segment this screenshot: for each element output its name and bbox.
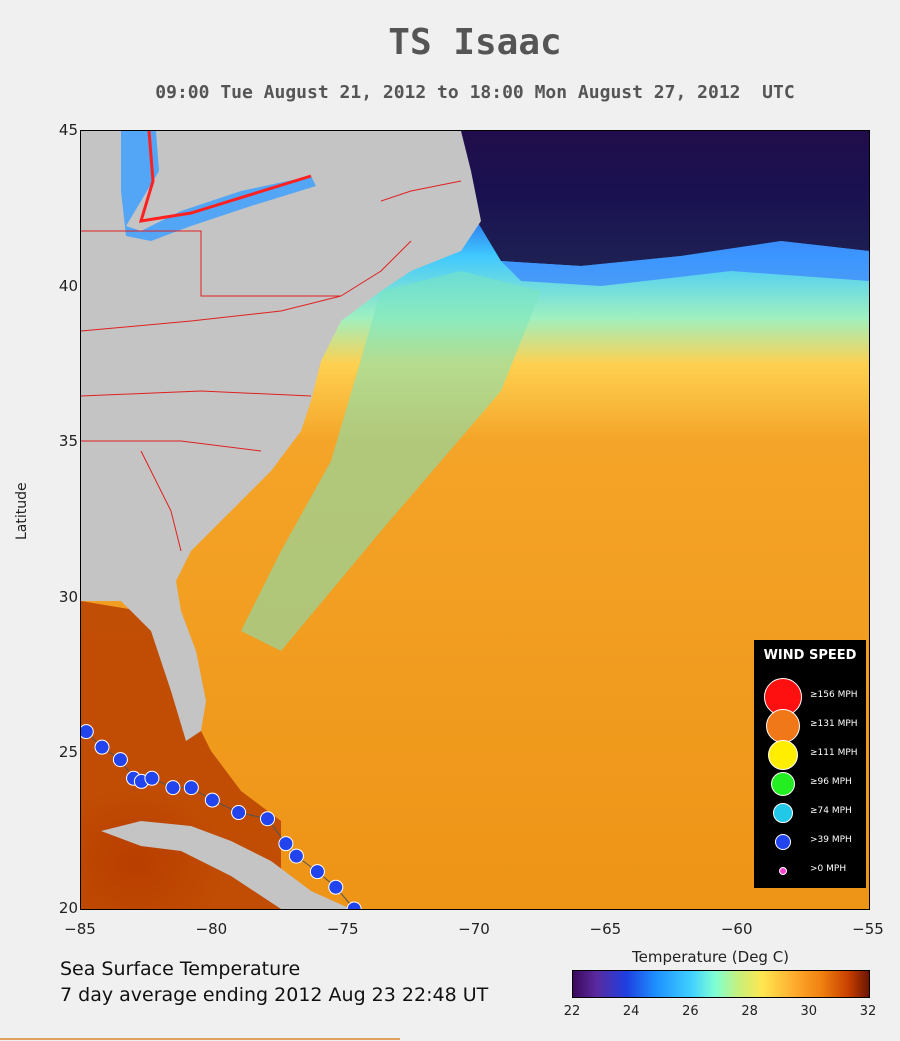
storm-track-point[interactable]	[259, 811, 275, 827]
legend-marker-icon	[773, 803, 793, 823]
x-tick-label: −60	[720, 920, 753, 938]
colorbar-tick-label: 32	[859, 1004, 877, 1019]
legend-item: ≥131 MPH	[754, 709, 866, 743]
legend-marker-icon	[766, 709, 800, 743]
legend-item: >39 MPH	[754, 831, 866, 851]
legend-label: ≥156 MPH	[810, 690, 858, 700]
storm-track-point[interactable]	[144, 770, 160, 786]
wind-speed-legend: WIND SPEED ≥156 MPH ≥131 MPH ≥111 MPH ≥96 M…	[754, 640, 866, 888]
storm-track-point[interactable]	[278, 836, 294, 852]
legend-item: >0 MPH	[754, 860, 866, 880]
legend-item: ≥96 MPH	[754, 772, 866, 796]
y-tick-label: 25	[58, 743, 78, 762]
legend-marker-icon	[771, 772, 795, 796]
legend-label: >39 MPH	[810, 835, 852, 845]
y-tick-label: 35	[58, 432, 78, 451]
storm-track-point[interactable]	[165, 780, 181, 796]
x-tick-label: −75	[326, 920, 359, 938]
colorbar-tick-label: 24	[622, 1004, 640, 1019]
north-america-land	[81, 131, 481, 741]
y-tick-label: 40	[58, 276, 78, 295]
y-tick-label: 45	[58, 121, 78, 139]
x-tick-label: −85	[64, 920, 96, 938]
x-tick-label: −55	[852, 920, 884, 938]
storm-track-point[interactable]	[346, 901, 362, 909]
legend-item: ≥156 MPH	[754, 678, 866, 716]
storm-track-point[interactable]	[204, 792, 220, 808]
caption-line-1: Sea Surface Temperature	[60, 958, 301, 980]
state-borders	[81, 180, 462, 552]
legend-marker-icon	[775, 834, 791, 850]
legend-item: ≥111 MPH	[754, 740, 866, 770]
storm-track-point[interactable]	[309, 864, 325, 880]
storm-track	[81, 724, 362, 909]
cool-water-region	[501, 241, 869, 286]
legend-label: >0 MPH	[810, 864, 847, 874]
temperature-colorbar	[572, 970, 870, 998]
international-border	[138, 131, 312, 223]
gulf-stream-band	[241, 271, 541, 651]
legend-label: ≥96 MPH	[810, 777, 852, 787]
y-tick-label: 30	[58, 587, 78, 606]
cuba-land	[101, 821, 351, 909]
legend-label: ≥74 MPH	[810, 806, 852, 816]
colorbar-tick-label: 26	[682, 1004, 699, 1019]
sea-surface-temperature-map[interactable]	[81, 131, 869, 909]
y-tick-label: 20	[58, 899, 78, 917]
colorbar-tick-label: 30	[800, 1004, 818, 1019]
colorbar-title: Temperature (Deg C)	[632, 948, 790, 966]
x-tick-label: −80	[195, 920, 228, 938]
map-panel[interactable]	[80, 130, 870, 910]
storm-track-line	[85, 731, 355, 909]
legend-marker-icon	[768, 740, 798, 770]
storm-track-point[interactable]	[183, 780, 199, 796]
caption-line-2: 7 day average ending 2012 Aug 23 22:48 U…	[60, 984, 489, 1006]
map-title: TS Isaac	[388, 22, 562, 63]
legend-label: ≥111 MPH	[810, 748, 858, 758]
x-tick-label: −65	[589, 920, 622, 938]
storm-track-point[interactable]	[112, 752, 128, 768]
cold-water-region	[461, 131, 869, 266]
bottom-divider	[0, 1038, 400, 1040]
legend-title: WIND SPEED	[763, 648, 857, 663]
colorbar-tick-label: 28	[741, 1004, 758, 1019]
storm-track-point[interactable]	[231, 805, 247, 821]
y-axis-label: Latitude	[14, 482, 30, 540]
storm-track-point[interactable]	[94, 739, 110, 755]
legend-label: ≥131 MPH	[810, 719, 858, 729]
storm-track-point[interactable]	[288, 848, 304, 864]
legend-marker-icon	[779, 867, 787, 875]
map-subtitle: 09:00 Tue August 21, 2012 to 18:00 Mon A…	[155, 82, 795, 103]
storm-track-point[interactable]	[328, 879, 344, 895]
colorbar-tick-label: 22	[563, 1004, 581, 1019]
storm-track-point[interactable]	[81, 724, 94, 740]
legend-item: ≥74 MPH	[754, 802, 866, 823]
x-tick-label: −70	[458, 920, 490, 938]
